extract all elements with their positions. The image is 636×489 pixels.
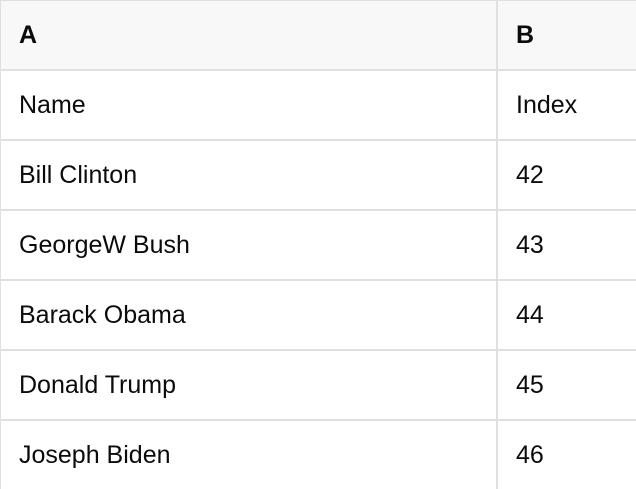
cell-b3[interactable]: 43 (498, 211, 636, 279)
cell-a5[interactable]: Donald Trump (1, 351, 498, 419)
cell-b1[interactable]: Index (498, 71, 636, 139)
cell-b6[interactable]: 46 (498, 421, 636, 489)
column-header-a[interactable]: A (1, 1, 498, 69)
table-row: Donald Trump 45 (1, 351, 636, 421)
column-header-b-label: B (516, 20, 535, 49)
cell-text: 46 (516, 440, 544, 469)
cell-text: Bill Clinton (19, 160, 138, 189)
cell-text: Index (516, 90, 578, 119)
cell-b5[interactable]: 45 (498, 351, 636, 419)
header-row: A B (1, 1, 636, 71)
cell-a4[interactable]: Barack Obama (1, 281, 498, 349)
table-row: Joseph Biden 46 (1, 421, 636, 489)
cell-a6[interactable]: Joseph Biden (1, 421, 498, 489)
cell-a2[interactable]: Bill Clinton (1, 141, 498, 209)
cell-b4[interactable]: 44 (498, 281, 636, 349)
table-row: Bill Clinton 42 (1, 141, 636, 211)
cell-a1[interactable]: Name (1, 71, 498, 139)
table-row: Name Index (1, 71, 636, 141)
cell-a3[interactable]: GeorgeW Bush (1, 211, 498, 279)
cell-text: 42 (516, 160, 544, 189)
cell-b2[interactable]: 42 (498, 141, 636, 209)
table-row: Barack Obama 44 (1, 281, 636, 351)
cell-text: Name (19, 90, 86, 119)
table-row: GeorgeW Bush 43 (1, 211, 636, 281)
cell-text: Joseph Biden (19, 440, 171, 469)
cell-text: Donald Trump (19, 370, 177, 399)
cell-text: 44 (516, 300, 544, 329)
cell-text: GeorgeW Bush (19, 230, 190, 259)
cell-text: 45 (516, 370, 544, 399)
cell-text: Barack Obama (19, 300, 186, 329)
column-header-a-label: A (19, 20, 38, 49)
column-header-b[interactable]: B (498, 1, 636, 69)
cell-text: 43 (516, 230, 544, 259)
